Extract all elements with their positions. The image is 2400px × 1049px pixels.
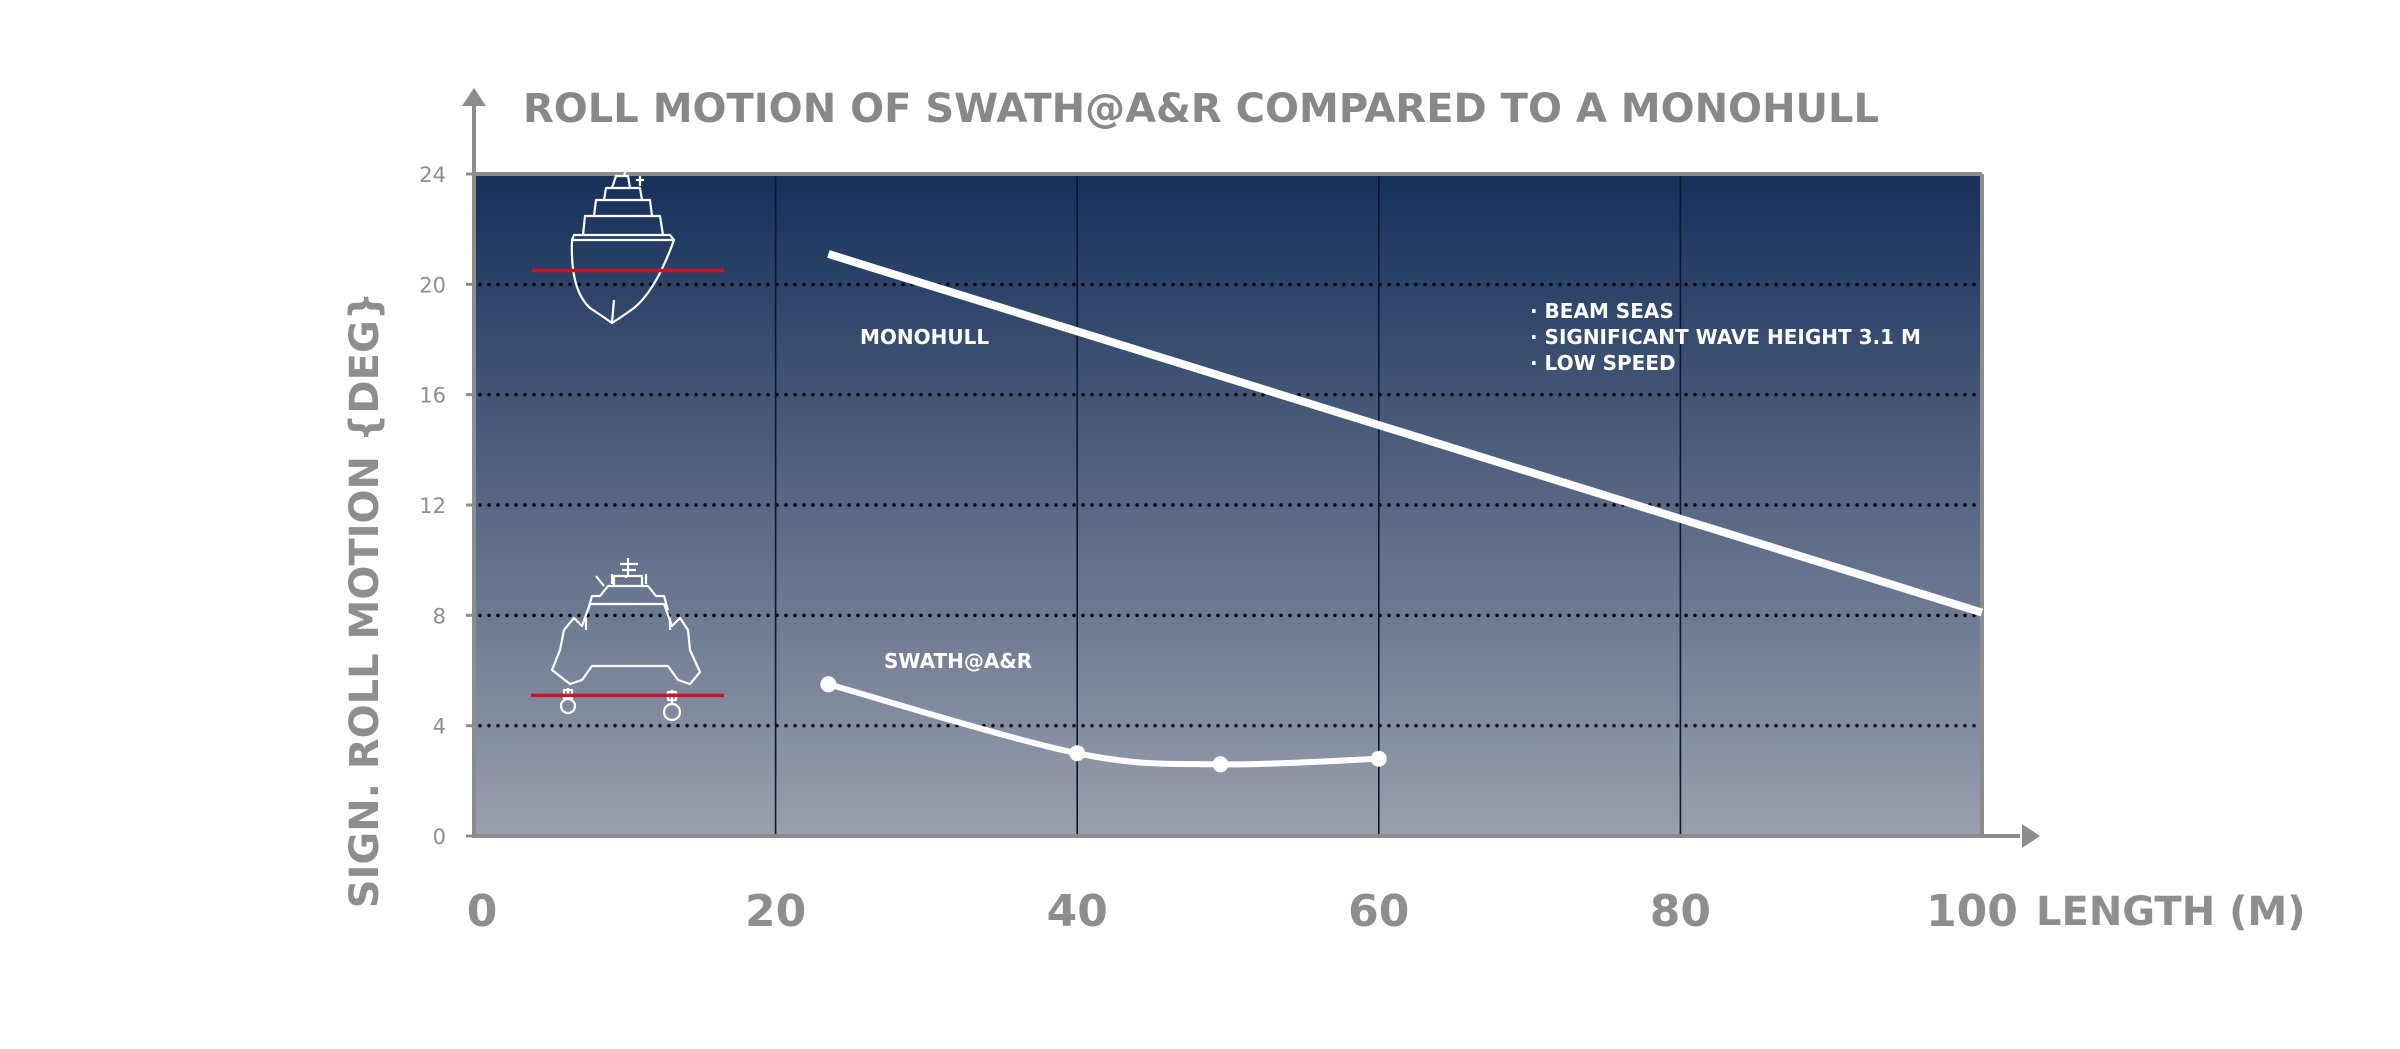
series-line-swath xyxy=(827,681,1379,768)
y-axis-label: SIGN. ROLL MOTION {DEG} xyxy=(342,292,388,909)
swath-ship-icon xyxy=(550,558,702,722)
swath-point-3 xyxy=(1370,750,1387,767)
x-tick-label-40: 40 xyxy=(1047,886,1108,937)
note-beam-seas: · BEAM SEAS xyxy=(1530,299,1674,323)
x-tick-label-80: 80 xyxy=(1650,886,1711,937)
axes xyxy=(462,88,2040,848)
note-wave-height: · SIGNIFICANT WAVE HEIGHT 3.1 M xyxy=(1530,325,1921,349)
swath-point-0 xyxy=(820,676,837,693)
y-tick-label-12: 12 xyxy=(419,494,446,518)
series-line-monohull xyxy=(827,250,1984,617)
swath-point-2 xyxy=(1212,756,1229,773)
y-tick-label-20: 20 xyxy=(419,273,446,297)
x-tick-label-100: 100 xyxy=(1926,886,2018,937)
chart-title: ROLL MOTION OF SWATH@A&R COMPARED TO A M… xyxy=(523,86,1879,132)
monohull-ship-icon xyxy=(570,169,676,325)
x-tick-label-60: 60 xyxy=(1348,886,1409,937)
y-tick-label-16: 16 xyxy=(419,384,446,408)
x-axis-label: LENGTH (M) xyxy=(2036,889,2305,935)
series-label-monohull: MONOHULL xyxy=(860,325,989,349)
x-tick-label-20: 20 xyxy=(745,886,806,937)
y-tick-label-0: 0 xyxy=(433,825,446,849)
series xyxy=(820,250,1984,773)
grid xyxy=(478,174,1978,836)
x-axis-arrow-icon xyxy=(2022,824,2040,848)
y-axis-arrow-icon xyxy=(462,88,486,106)
y-tick-label-4: 4 xyxy=(433,715,446,739)
note-low-speed: · LOW SPEED xyxy=(1530,351,1676,375)
y-tick-label-24: 24 xyxy=(419,163,446,187)
conditions-notes: · BEAM SEAS · SIGNIFICANT WAVE HEIGHT 3.… xyxy=(1530,299,1921,375)
swath-point-1 xyxy=(1069,745,1086,762)
y-tick-labels: 0 4 8 12 16 20 24 xyxy=(419,163,474,849)
y-tick-label-8: 8 xyxy=(433,604,446,628)
x-tick-labels: 0 20 40 60 80 100 xyxy=(467,886,2018,937)
series-label-swath: SWATH@A&R xyxy=(884,649,1032,673)
x-tick-label-0: 0 xyxy=(467,886,498,937)
